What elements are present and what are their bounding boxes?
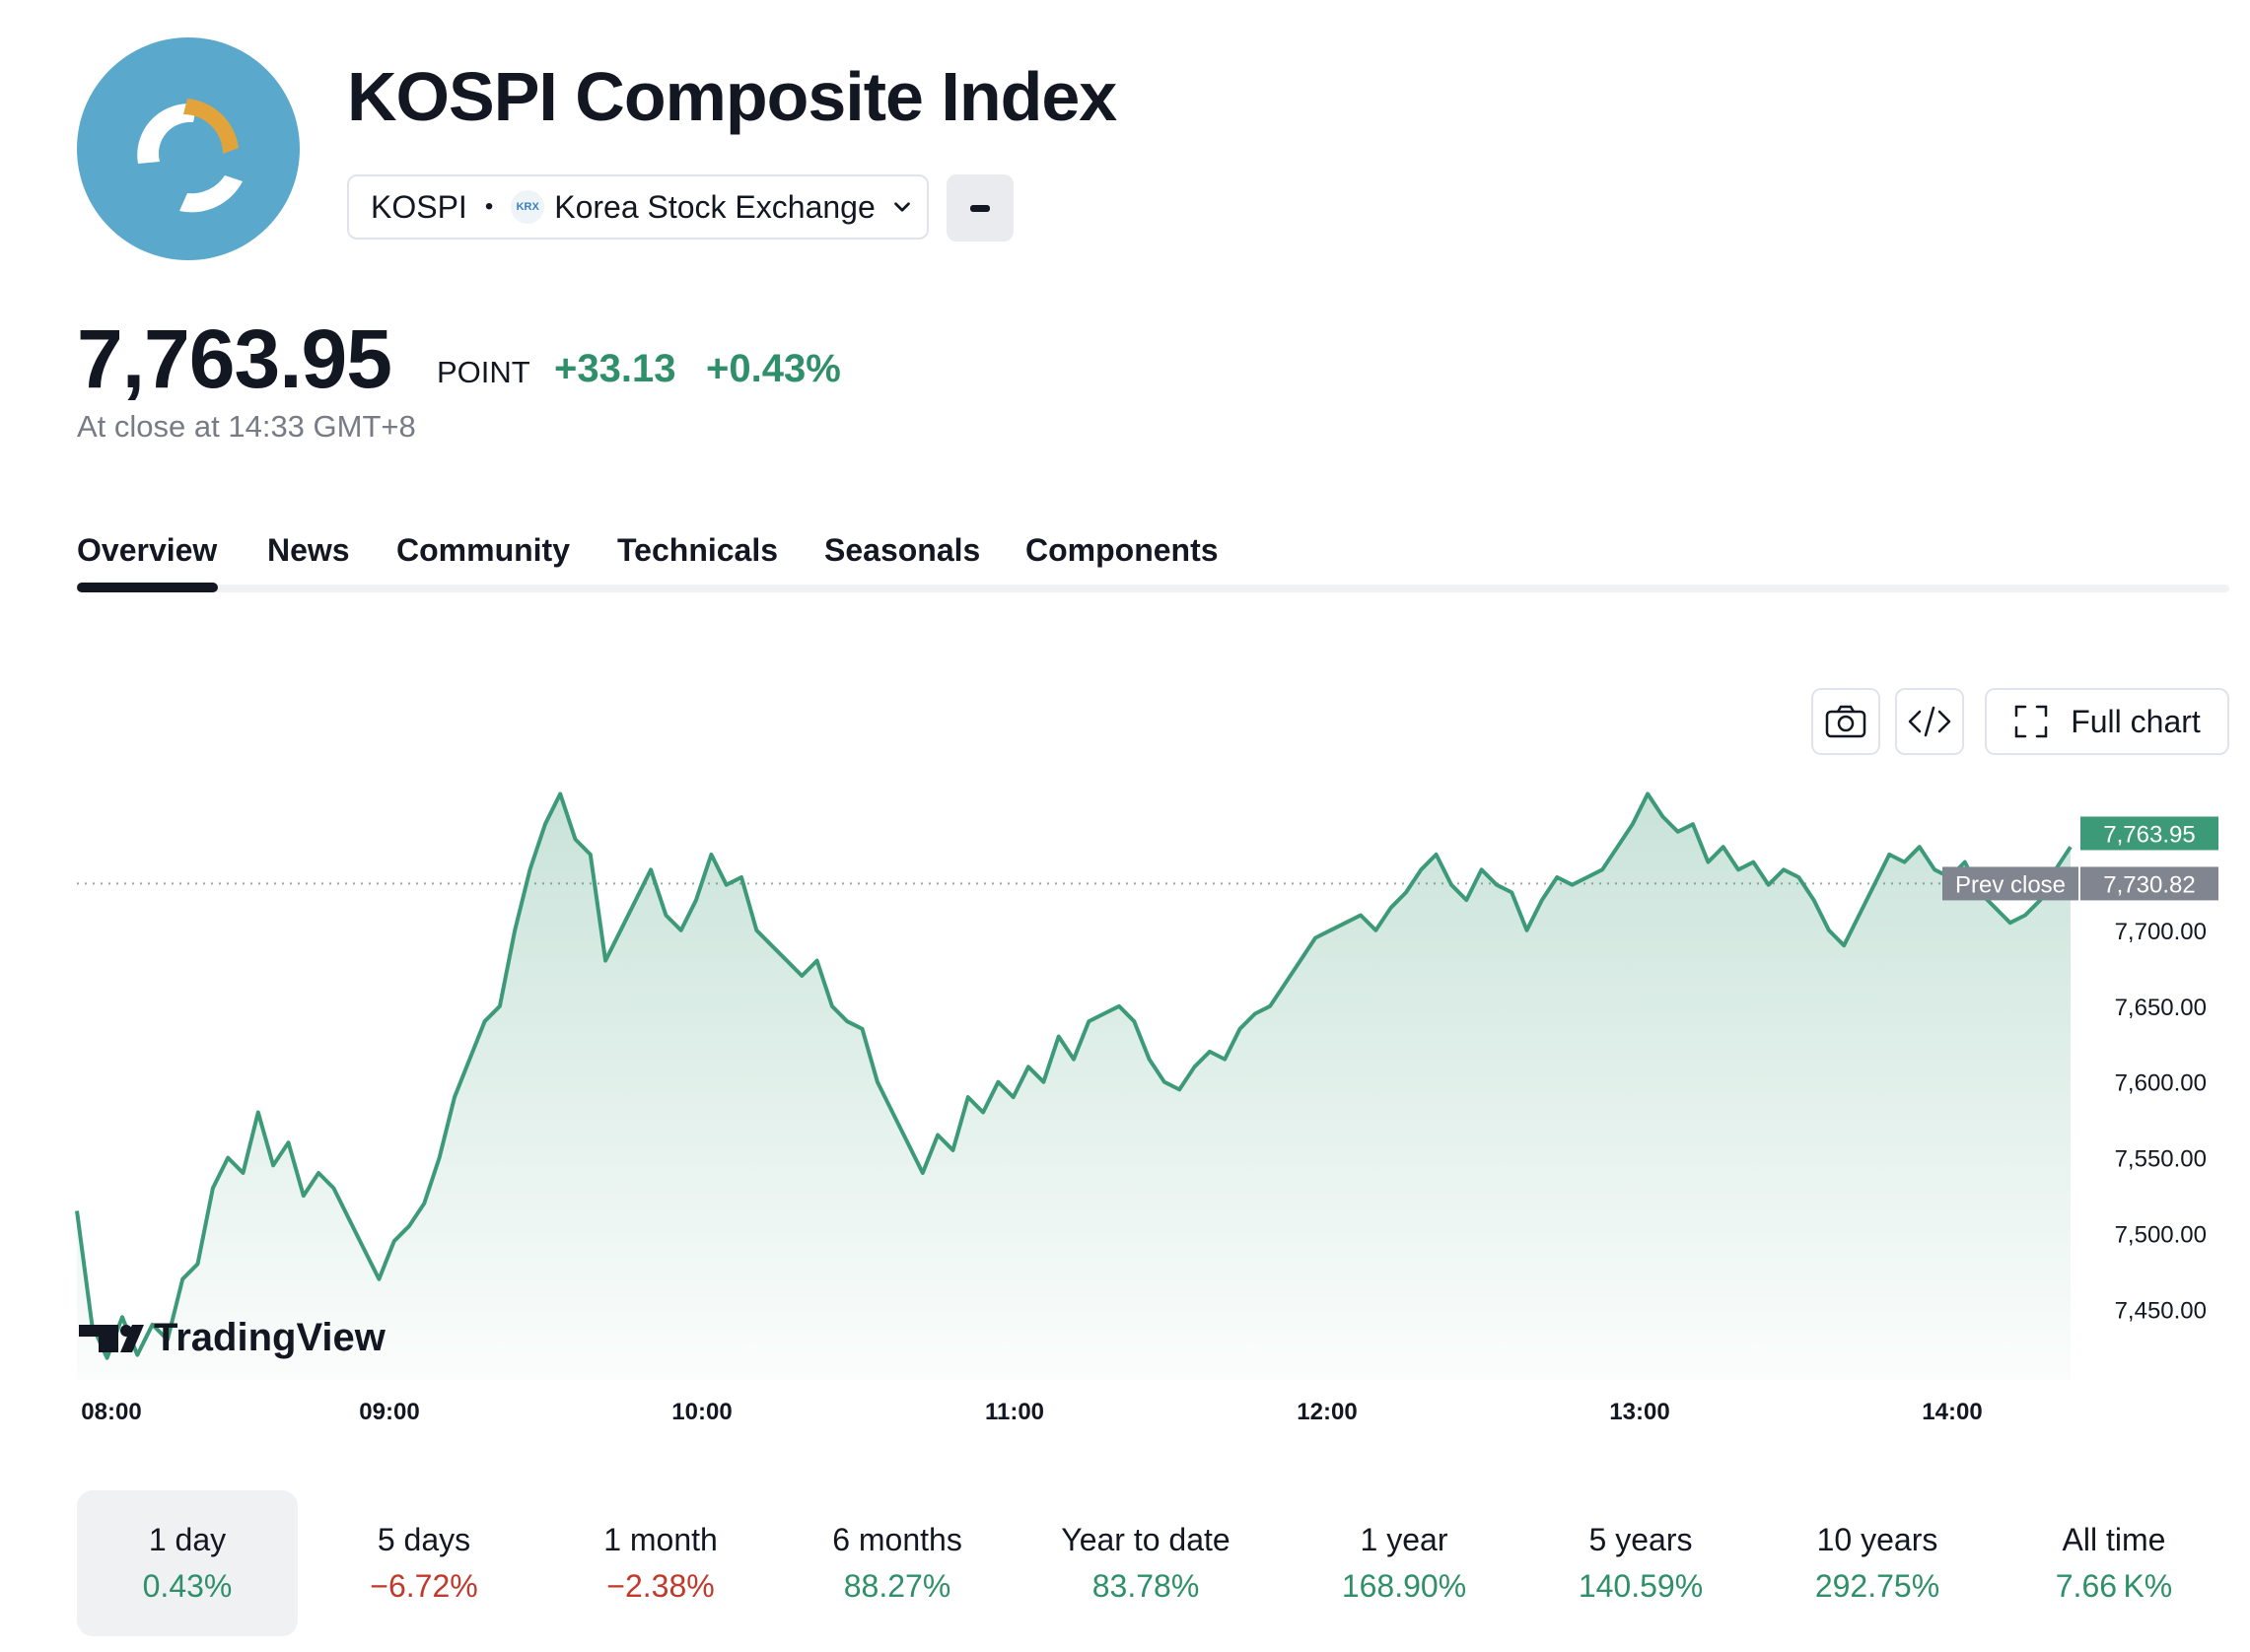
period-change: 83.78%	[1091, 1568, 1200, 1604]
y-tick-label: 7,500.00	[2115, 1222, 2207, 1249]
tab-active-indicator	[77, 583, 218, 592]
period-button[interactable]: 1 month −2.38%	[550, 1490, 771, 1636]
tradingview-logo: TradingView	[79, 1316, 387, 1359]
period-change: 168.90%	[1341, 1568, 1467, 1604]
period-button[interactable]: 1 day 0.43%	[77, 1490, 298, 1636]
period-change: 140.59%	[1578, 1568, 1704, 1604]
exchange-selector[interactable]: KOSPI • KRX Korea Stock Exchange	[347, 174, 929, 240]
y-tick-label: 7,550.00	[2115, 1146, 2207, 1173]
period-change: 0.43%	[142, 1568, 233, 1604]
x-axis: 08:00 09:00 10:00 11:00 12:00 13:00 14:00	[81, 1399, 1982, 1425]
last-price-label: 7,763.95	[2103, 821, 2195, 848]
camera-icon	[1825, 705, 1866, 738]
y-tick-label: 7,450.00	[2115, 1297, 2207, 1324]
x-tick-label: 10:00	[671, 1399, 732, 1425]
tab-technicals[interactable]: Technicals	[617, 532, 779, 568]
unfollow-button[interactable]	[947, 174, 1014, 241]
x-tick-label: 08:00	[81, 1399, 141, 1425]
tab-overview[interactable]: Overview	[77, 532, 218, 568]
x-tick-label: 11:00	[985, 1399, 1044, 1425]
period-button[interactable]: Year to date 83.78%	[1035, 1490, 1256, 1636]
code-icon	[1908, 706, 1951, 737]
snapshot-button[interactable]	[1811, 688, 1880, 755]
chevron-down-icon	[893, 202, 910, 212]
period-label: 1 day	[148, 1522, 227, 1557]
kospi-logo	[77, 37, 300, 260]
price-area	[77, 793, 2071, 1380]
logo-mark-icon	[137, 99, 243, 213]
last-price-tag: 7,763.95	[2080, 816, 2218, 851]
period-change: 88.27%	[843, 1568, 951, 1604]
tab-news[interactable]: News	[267, 532, 350, 568]
full-chart-button[interactable]: Full chart	[1985, 688, 2229, 755]
period-change: −2.38%	[606, 1568, 715, 1604]
period-button[interactable]: 6 months 88.27%	[787, 1490, 1008, 1636]
y-tick-label: 7,700.00	[2115, 919, 2207, 945]
prev-close-value: 7,730.82	[2103, 871, 2195, 898]
period-change: 292.75%	[1814, 1568, 1940, 1604]
period-label: 1 month	[603, 1522, 718, 1557]
fullscreen-icon	[2014, 705, 2048, 738]
exchange-name: Korea Stock Exchange	[554, 188, 876, 225]
krx-logo-icon: KRX	[511, 190, 545, 224]
price-chart[interactable]: 7,700.00 7,650.00 7,600.00 7,550.00 7,500.00…	[0, 779, 2250, 1449]
x-tick-label: 14:00	[1922, 1399, 1982, 1425]
period-button[interactable]: All time 7.66 K%	[2004, 1490, 2224, 1636]
page-title: KOSPI Composite Index	[347, 58, 1117, 135]
period-label: 10 years	[1816, 1522, 1938, 1557]
x-tick-label: 12:00	[1297, 1399, 1357, 1425]
x-tick-label: 13:00	[1609, 1399, 1669, 1425]
period-label: 6 months	[832, 1522, 962, 1557]
period-label: All time	[2062, 1522, 2166, 1557]
period-button[interactable]: 5 years 140.59%	[1530, 1490, 1751, 1636]
tab-seasonals[interactable]: Seasonals	[824, 532, 981, 568]
price-line	[75, 792, 2073, 1360]
period-change: −6.72%	[370, 1568, 478, 1604]
price-unit: POINT	[437, 355, 530, 389]
prev-close-tag: Prev close 7,730.82	[1942, 866, 2218, 901]
tab-community[interactable]: Community	[396, 532, 570, 568]
tab-components[interactable]: Components	[1025, 532, 1219, 568]
tradingview-slash-icon	[120, 1325, 144, 1352]
full-chart-label: Full chart	[2071, 703, 2201, 739]
tab-track	[77, 585, 2229, 592]
symbol-label: KOSPI	[371, 188, 467, 225]
embed-button[interactable]	[1895, 688, 1964, 755]
period-change: 7.66 K%	[2055, 1568, 2173, 1604]
period-label: Year to date	[1061, 1522, 1230, 1557]
y-axis: 7,700.00 7,650.00 7,600.00 7,550.00 7,500.00…	[2115, 919, 2207, 1325]
prev-close-label: Prev close	[1955, 871, 2066, 898]
period-button[interactable]: 1 year 168.90%	[1294, 1490, 1514, 1636]
x-tick-label: 09:00	[359, 1399, 419, 1425]
price-change-percent: +0.43%	[706, 347, 841, 390]
period-label: 5 days	[377, 1522, 471, 1557]
period-label: 1 year	[1360, 1522, 1448, 1557]
period-button[interactable]: 5 days −6.72%	[314, 1490, 534, 1636]
tradingview-mark-icon	[79, 1325, 118, 1352]
minus-icon	[970, 204, 990, 212]
price-change: +33.13	[554, 347, 676, 390]
price-value: 7,763.95	[77, 312, 392, 405]
y-tick-label: 7,650.00	[2115, 995, 2207, 1021]
close-info: At close at 14:33 GMT+8	[77, 409, 416, 444]
tradingview-wordmark: TradingView	[154, 1316, 387, 1359]
separator-dot: •	[484, 193, 494, 220]
period-label: 5 years	[1588, 1522, 1693, 1557]
period-button[interactable]: 10 years 292.75%	[1767, 1490, 1988, 1636]
y-tick-label: 7,600.00	[2115, 1070, 2207, 1097]
